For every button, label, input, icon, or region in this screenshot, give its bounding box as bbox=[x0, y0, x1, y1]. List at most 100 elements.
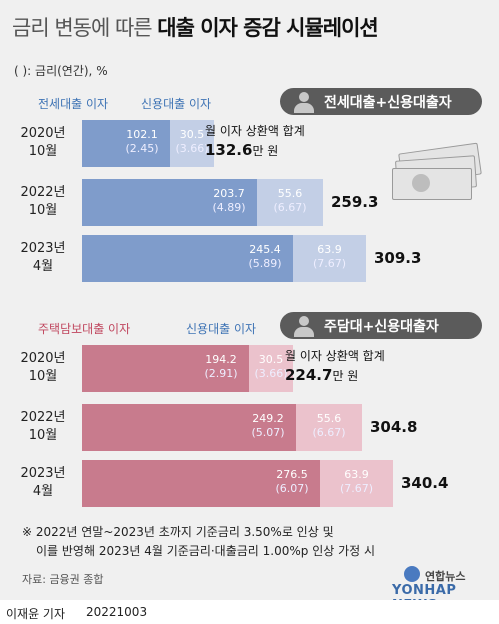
bar-primary-value: 276.5 bbox=[276, 468, 308, 481]
row-label-year: 2020년 bbox=[20, 351, 66, 366]
total-note-prefix: 월 이자 상환액 합계 bbox=[205, 124, 305, 138]
bar-primary-rate: (4.89) bbox=[212, 201, 246, 214]
row-total: 224.7 bbox=[285, 366, 333, 384]
row-label-year: 2020년 bbox=[20, 126, 66, 141]
bar-secondary-value: 30.5 bbox=[179, 128, 205, 141]
row-label: 2020년 10월 bbox=[8, 125, 78, 161]
bar-primary bbox=[82, 179, 257, 226]
bar-secondary-label: 55.6 (6.67) bbox=[298, 412, 360, 440]
bar-secondary-value: 63.9 bbox=[317, 243, 342, 256]
person-icon bbox=[294, 315, 314, 337]
bar-primary-label: 245.4 (5.89) bbox=[241, 243, 289, 271]
money-stack-icon bbox=[392, 142, 482, 208]
total-note-prefix: 월 이자 상환액 합계 bbox=[285, 349, 385, 363]
bar-primary-value: 194.2 bbox=[205, 353, 237, 366]
bar-primary bbox=[82, 460, 320, 507]
title-light-part: 금리 변동에 따른 bbox=[12, 16, 153, 40]
page-title: 금리 변동에 따른 대출 이자 증감 시뮬레이션 bbox=[12, 12, 379, 42]
bar-primary-value: 249.2 bbox=[252, 412, 284, 425]
row-label-month: 4월 bbox=[32, 259, 54, 274]
row-label-month: 10월 bbox=[28, 369, 58, 384]
row-label-month: 10월 bbox=[28, 428, 58, 443]
bar-secondary-rate: (6.67) bbox=[312, 426, 346, 439]
bar-secondary bbox=[293, 235, 366, 282]
legend-secondary-label: 신용대출 이자 bbox=[141, 97, 212, 111]
legend-primary-label: 주택담보대출 이자 bbox=[38, 322, 131, 336]
bar-primary-label: 249.2 (5.07) bbox=[244, 412, 292, 440]
bar-primary-label: 194.2 (2.91) bbox=[197, 353, 245, 381]
bar-primary-rate: (5.07) bbox=[251, 426, 285, 439]
total-note-suffix: 만 원 bbox=[252, 144, 279, 158]
section-pill-label: 전세대출+신용대출자 bbox=[324, 94, 452, 111]
bar-secondary-rate: (7.67) bbox=[339, 482, 374, 495]
bar-primary bbox=[82, 345, 249, 392]
person-icon bbox=[294, 91, 314, 113]
row-total: 259.3 bbox=[331, 193, 379, 211]
section-pill-label: 주담대+신용대출자 bbox=[324, 318, 439, 335]
unit-note: ( ): 금리(연간), % bbox=[14, 64, 108, 78]
yonhap-logo-icon bbox=[404, 566, 420, 582]
row-label: 2020년 10월 bbox=[8, 350, 78, 386]
legend-secondary-label: 신용대출 이자 bbox=[186, 322, 257, 336]
section-pill: 전세대출+신용대출자 bbox=[280, 88, 482, 115]
bar-secondary-rate: (3.66) bbox=[175, 142, 209, 155]
bar-primary-rate: (5.89) bbox=[248, 257, 282, 270]
total-note: 월 이자 상환액 합계 132.6만 원 bbox=[205, 122, 305, 159]
row-label: 2022년 10월 bbox=[8, 409, 78, 445]
bar-secondary-rate: (3.66) bbox=[254, 367, 288, 380]
footnote-line-1: ※ 2022년 연말~2023년 초까지 기준금리 3.50%로 인상 및 bbox=[22, 525, 334, 539]
bar-primary-rate: (6.07) bbox=[275, 482, 309, 495]
bar-primary bbox=[82, 404, 296, 451]
bar-primary-label: 276.5 (6.07) bbox=[268, 468, 316, 496]
row-label-month: 10월 bbox=[28, 203, 58, 218]
bar-secondary bbox=[296, 404, 362, 451]
row-label: 2022년 10월 bbox=[8, 184, 78, 220]
bar-secondary bbox=[170, 120, 214, 167]
logo-korean: 연합뉴스 bbox=[425, 570, 466, 583]
publish-date: 20221003 bbox=[86, 605, 148, 619]
title-bold-part: 대출 이자 증감 시뮬레이션 bbox=[157, 16, 378, 40]
row-total: 340.4 bbox=[401, 474, 449, 492]
row-label-year: 2023년 bbox=[20, 241, 66, 256]
bar-primary-label: 102.1 (2.45) bbox=[118, 128, 166, 156]
bar-secondary-value: 55.6 bbox=[316, 412, 342, 425]
bar-primary-rate: (2.91) bbox=[204, 367, 238, 380]
section-pill: 주담대+신용대출자 bbox=[280, 312, 482, 339]
bar-secondary bbox=[249, 345, 293, 392]
row-label-month: 4월 bbox=[32, 484, 54, 499]
footer: 이재윤 기자 20221003 bbox=[0, 600, 499, 624]
row-label-year: 2023년 bbox=[20, 466, 66, 481]
row-label: 2023년 4월 bbox=[8, 240, 78, 276]
bar-primary-label: 203.7 (4.89) bbox=[205, 187, 253, 215]
bar-secondary-value: 30.5 bbox=[258, 353, 284, 366]
bar-secondary-rate: (6.67) bbox=[273, 201, 307, 214]
bar-primary bbox=[82, 120, 170, 167]
row-total: 132.6 bbox=[205, 141, 253, 159]
bar-primary-rate: (2.45) bbox=[125, 142, 159, 155]
source-text: 자료: 금융권 종합 bbox=[22, 573, 104, 586]
bar-primary-value: 203.7 bbox=[213, 187, 245, 200]
row-label: 2023년 4월 bbox=[8, 465, 78, 501]
bar-secondary-label: 30.5 (3.66) bbox=[172, 128, 212, 156]
total-note: 월 이자 상환액 합계 224.7만 원 bbox=[285, 347, 385, 384]
footnote-line-2: 이를 반영해 2023년 4월 기준금리·대출금리 1.00%p 인상 가정 시 bbox=[36, 544, 376, 558]
bar-secondary bbox=[257, 179, 323, 226]
bar-secondary-label: 63.9 (7.67) bbox=[295, 243, 364, 271]
row-label-year: 2022년 bbox=[20, 185, 66, 200]
row-total: 304.8 bbox=[370, 418, 418, 436]
bar-primary-value: 245.4 bbox=[249, 243, 281, 256]
bar-primary bbox=[82, 235, 293, 282]
bar-secondary-label: 63.9 (7.67) bbox=[322, 468, 391, 496]
bar-secondary-value: 63.9 bbox=[344, 468, 369, 481]
reporter-name: 이재윤 기자 bbox=[6, 607, 66, 621]
row-label-year: 2022년 bbox=[20, 410, 66, 425]
total-note-suffix: 만 원 bbox=[332, 369, 359, 383]
legend-primary-label: 전세대출 이자 bbox=[38, 97, 109, 111]
bar-secondary-label: 30.5 (3.66) bbox=[251, 353, 291, 381]
bar-secondary bbox=[320, 460, 393, 507]
bar-secondary-value: 55.6 bbox=[277, 187, 303, 200]
bar-primary-value: 102.1 bbox=[126, 128, 158, 141]
bar-secondary-rate: (7.67) bbox=[312, 257, 347, 270]
row-total: 309.3 bbox=[374, 249, 422, 267]
row-label-month: 10월 bbox=[28, 144, 58, 159]
